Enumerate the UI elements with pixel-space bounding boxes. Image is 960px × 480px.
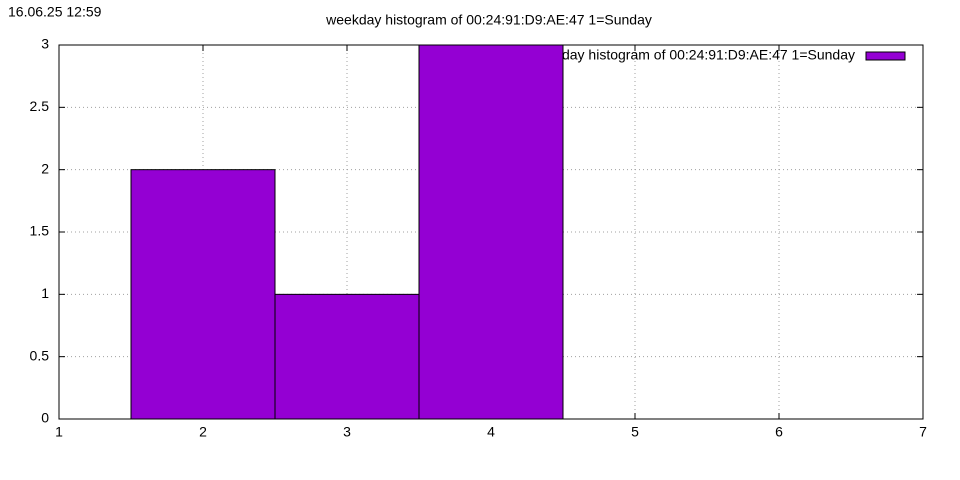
timestamp: 16.06.25 12:59 xyxy=(8,4,102,20)
x-tick-label: 3 xyxy=(343,424,351,440)
x-tick-label: 4 xyxy=(487,424,495,440)
bar xyxy=(274,293,420,420)
y-tick-label: 1.5 xyxy=(30,223,50,239)
chart-title: weekday histogram of 00:24:91:D9:AE:47 1… xyxy=(325,12,652,28)
bar xyxy=(418,44,564,420)
y-tick-label: 3 xyxy=(41,36,49,52)
y-tick-label: 1 xyxy=(41,285,49,301)
x-tick-label: 7 xyxy=(919,424,927,440)
y-tick-label: 0.5 xyxy=(30,347,50,363)
y-tick-label: 2.5 xyxy=(30,98,50,114)
bar xyxy=(130,169,276,420)
legend-label: weekday histogram of 00:24:91:D9:AE:47 1… xyxy=(528,47,855,63)
x-tick-label: 2 xyxy=(199,424,207,440)
y-tick-label: 0 xyxy=(41,410,49,426)
legend-swatch xyxy=(865,51,906,61)
y-tick-label: 2 xyxy=(41,160,49,176)
x-tick-label: 6 xyxy=(775,424,783,440)
x-tick-label: 5 xyxy=(631,424,639,440)
x-tick-label: 1 xyxy=(55,424,63,440)
plot-border xyxy=(58,44,924,420)
